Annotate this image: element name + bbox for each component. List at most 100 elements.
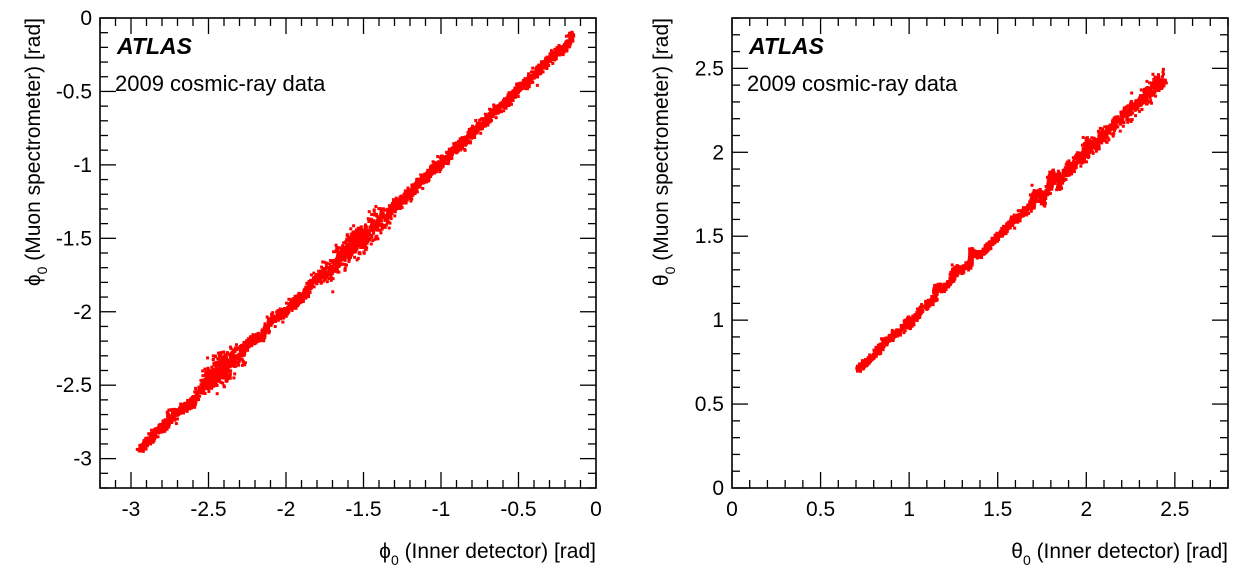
phi-density-point	[446, 162, 450, 166]
phi-density-point	[373, 237, 377, 241]
theta-density-point	[917, 311, 921, 315]
theta-density-point	[914, 317, 918, 321]
phi-density-point	[523, 78, 527, 82]
theta-density-point	[989, 246, 993, 250]
phi-density-point	[366, 230, 370, 234]
phi-density-point	[304, 285, 308, 289]
theta-density-point	[1003, 229, 1007, 233]
phi-density-point	[447, 147, 451, 151]
phi-density-point	[393, 210, 397, 214]
theta-density-point	[918, 305, 922, 309]
phi-density-point	[223, 357, 227, 361]
phi-density-point	[456, 147, 460, 151]
theta-density-point	[868, 359, 872, 363]
phi-density-point	[165, 425, 169, 429]
theta-density-point	[948, 278, 952, 282]
phi-density-point	[489, 108, 493, 112]
phi-density-point	[294, 304, 298, 308]
phi-density-point	[177, 411, 181, 415]
phi-density-point	[292, 297, 296, 301]
phi-density-point	[424, 173, 428, 177]
phi-density-point	[303, 287, 307, 291]
phi-density-point	[414, 188, 418, 192]
phi-density-point	[194, 394, 198, 398]
phi-density-point	[340, 262, 344, 266]
phi-density-point	[346, 235, 350, 239]
phi-density-point	[215, 376, 219, 380]
phi-density-point	[164, 418, 168, 422]
theta-density-point	[945, 283, 949, 287]
phi-y-tick-labels: -3-2.5-2-1.5-1-0.50	[56, 7, 92, 471]
phi-density-point	[530, 78, 534, 82]
phi-density-point	[140, 448, 144, 452]
phi-density-point	[406, 192, 410, 196]
phi-density-point	[306, 295, 310, 299]
phi-density-point	[471, 124, 475, 128]
phi-density-point	[306, 285, 310, 289]
theta-density-point	[868, 353, 872, 357]
phi-density-point	[529, 70, 533, 74]
phi-x-tick-label: -1	[432, 498, 451, 521]
phi-density-point	[196, 392, 200, 396]
phi-density-point	[162, 422, 166, 426]
phi-density-point	[568, 35, 572, 39]
phi-density-point	[358, 252, 362, 256]
theta-density-point	[890, 336, 894, 340]
phi-density-point	[362, 246, 366, 250]
phi-density-point	[199, 386, 203, 390]
phi-density-point	[370, 233, 374, 237]
phi-density-point	[337, 246, 341, 250]
phi-density-point	[182, 409, 186, 413]
theta-density-point	[873, 355, 877, 359]
phi-density-point	[329, 265, 333, 269]
phi-density-point	[439, 167, 443, 171]
theta-density-point	[890, 328, 894, 332]
phi-density-point	[463, 135, 467, 139]
phi-density-point	[539, 60, 543, 64]
phi-density-point	[179, 402, 183, 406]
phi-density-point	[540, 63, 544, 67]
theta-density-point	[883, 341, 887, 345]
phi-density-point	[144, 436, 148, 440]
phi-density-point	[226, 369, 230, 373]
phi-density-point	[515, 82, 519, 86]
phi-density-point	[285, 301, 289, 305]
theta-density-point	[989, 243, 993, 247]
phi-density-point	[375, 214, 379, 218]
phi-density-point	[165, 427, 169, 431]
phi-density-point	[295, 301, 299, 305]
theta-density-point	[858, 369, 862, 373]
phi-density-point	[318, 278, 322, 282]
phi-density-point	[190, 398, 194, 402]
phi-density-point	[478, 118, 482, 122]
phi-density-point	[509, 96, 513, 100]
phi-density-point	[317, 269, 321, 273]
phi-density-point	[385, 218, 389, 222]
theta-density-point	[931, 303, 935, 307]
theta-density-point	[930, 294, 934, 298]
phi-density-point	[436, 155, 440, 159]
phi-density-point	[331, 277, 335, 281]
phi-density-point	[557, 44, 561, 48]
phi-density-point	[545, 55, 549, 59]
theta-density-point	[944, 284, 948, 288]
phi-density-point	[355, 228, 359, 232]
phi-density-point	[229, 369, 233, 373]
theta-density-point	[1001, 232, 1005, 236]
phi-density-point	[486, 122, 490, 126]
phi-density-point	[297, 302, 301, 306]
theta-density-point	[991, 236, 995, 240]
phi-density-point	[152, 428, 156, 432]
phi-density-point	[161, 419, 165, 423]
phi-density-point	[502, 100, 506, 104]
phi-density-point	[152, 430, 156, 434]
phi-density-point	[222, 376, 226, 380]
phi-density-point	[152, 439, 156, 443]
phi-density-point	[464, 139, 468, 143]
phi-axis-ticks	[99, 17, 597, 489]
theta-density-point	[919, 308, 923, 312]
phi-density-point	[321, 260, 325, 264]
phi-density-point	[369, 217, 373, 221]
phi-density-point	[226, 366, 230, 370]
